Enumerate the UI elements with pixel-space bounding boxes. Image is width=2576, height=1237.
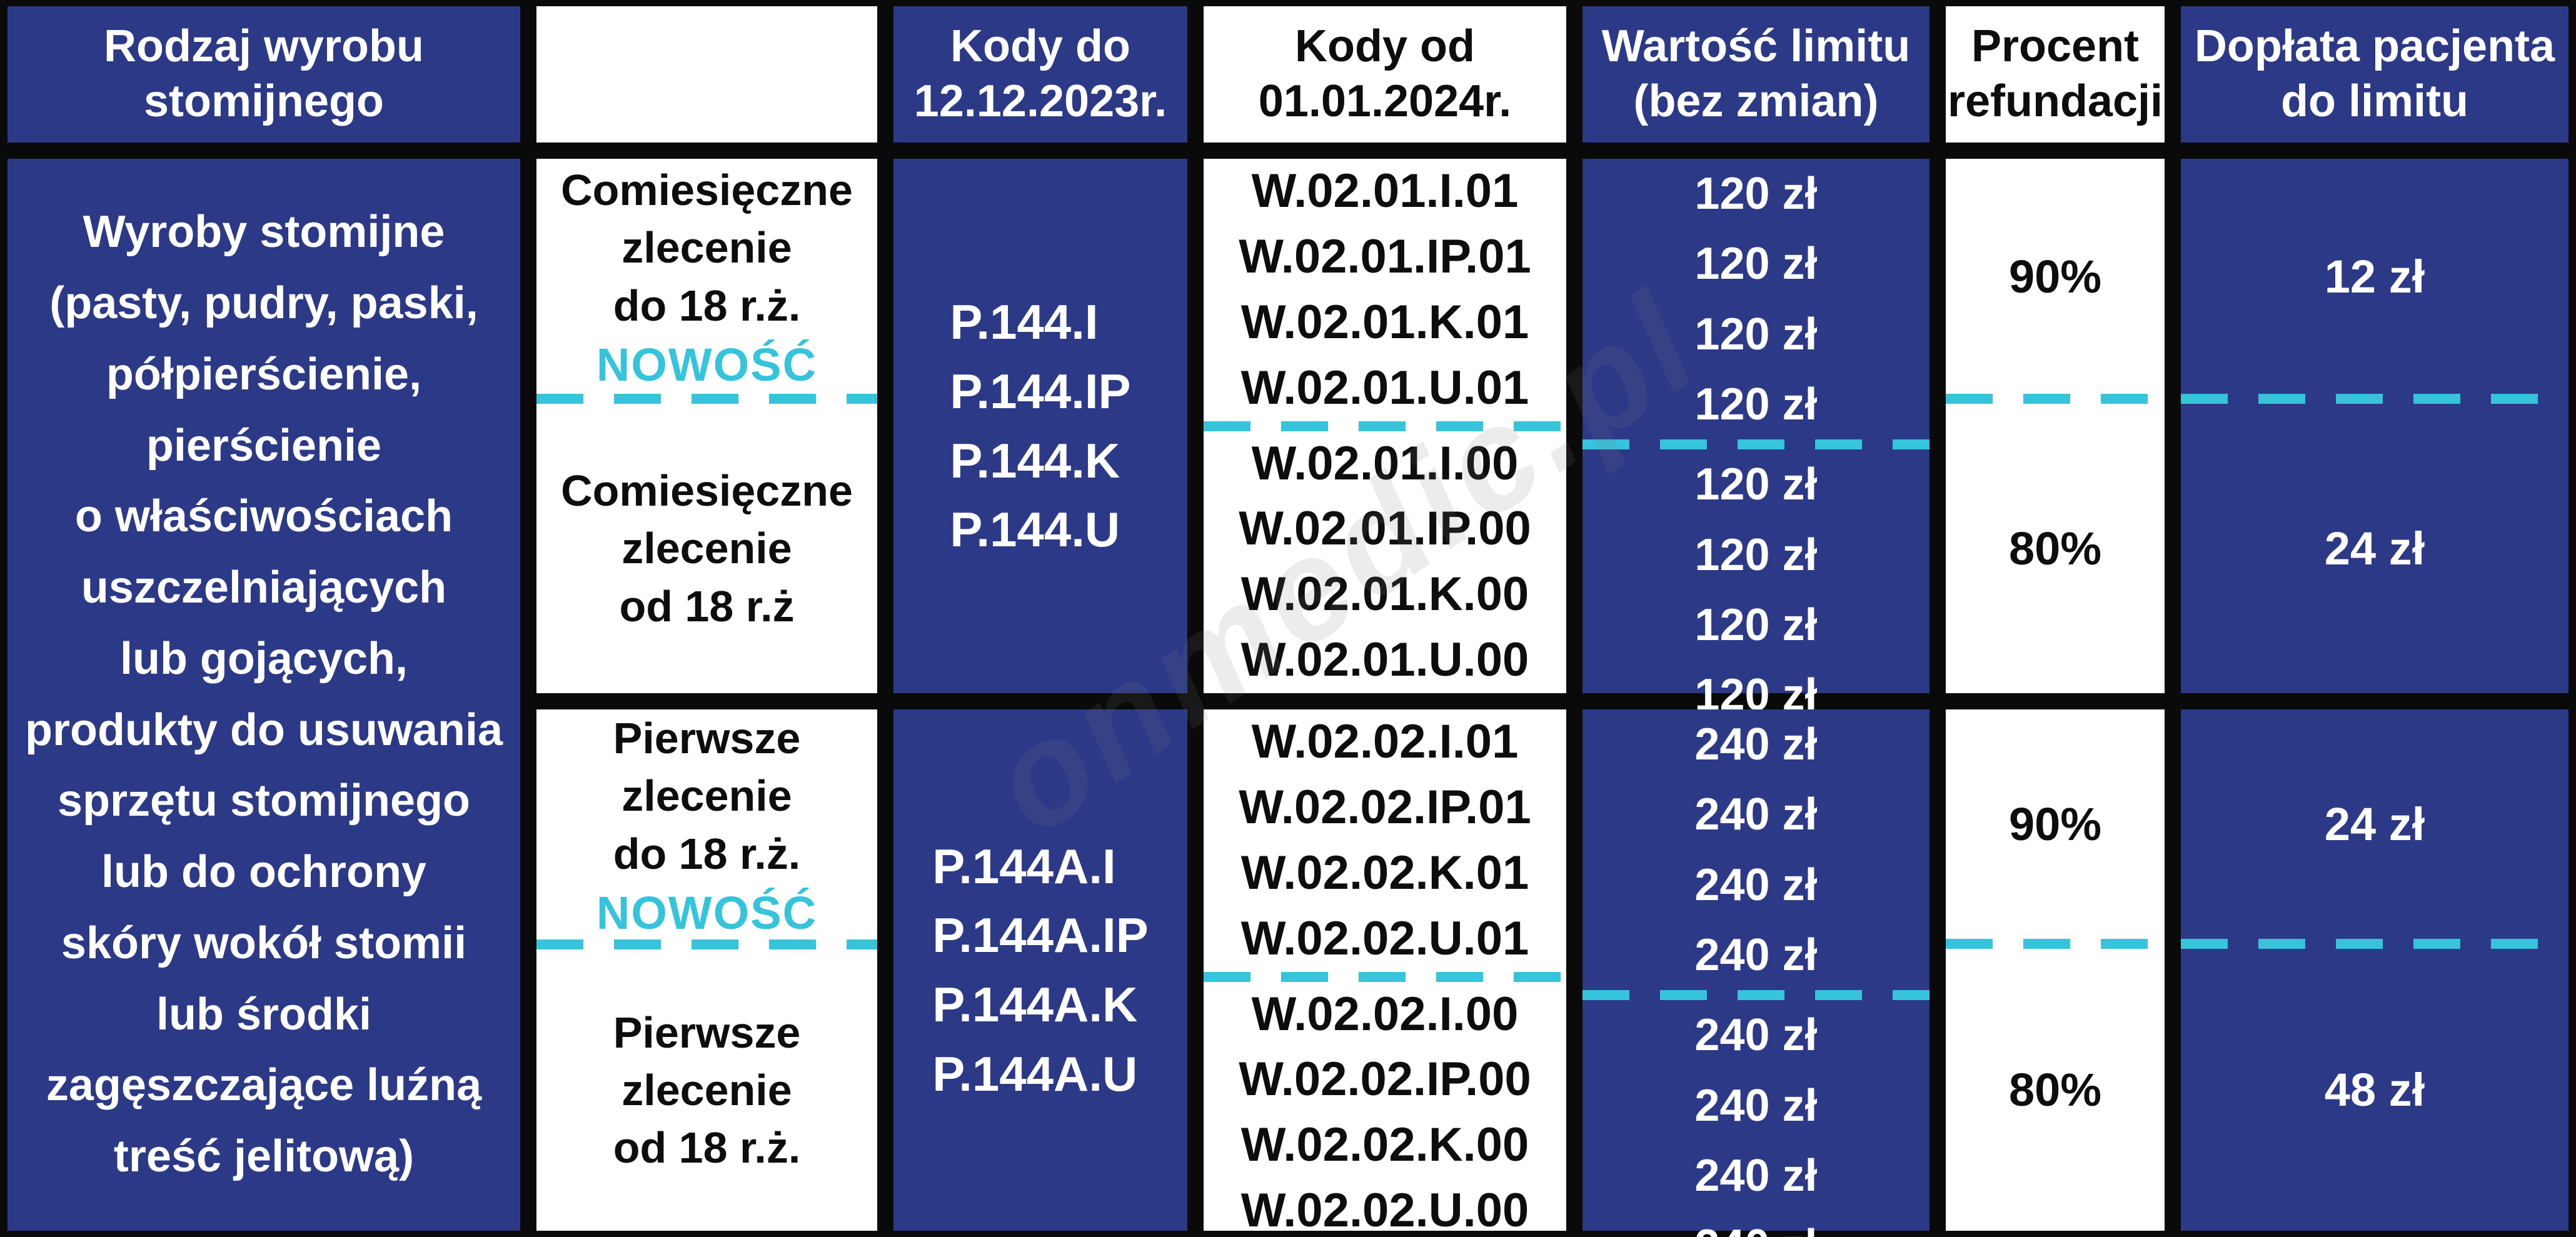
group2-limit-top: 240 zł 240 zł 240 zł 240 zł: [1694, 719, 1818, 980]
dashed-divider: [1204, 971, 1566, 982]
group2-order-top-label: Pierwsze zlecenie do 18 r.ż.: [613, 714, 801, 878]
group2-copay-cell: 24 zł 48 zł: [2181, 709, 2568, 1231]
group1-new-badge: NOWOŚĆ: [596, 339, 818, 391]
group2-order-bottom-label: Pierwsze zlecenie od 18 r.ż.: [613, 1008, 801, 1173]
group2-order-type-cell: Pierwsze zlecenie do 18 r.ż. NOWOŚĆ Pier…: [536, 709, 877, 1231]
group1-copay-top: 12 zł: [2324, 250, 2425, 303]
group1-codes-new-top: W.02.01.I.01 W.02.01.IP.01 W.02.01.K.01 …: [1239, 164, 1531, 414]
group1-limit-bottom: 120 zł 120 zł 120 zł 120 zł: [1694, 459, 1818, 721]
group1-refund-top: 90%: [2008, 250, 2102, 303]
group2-new-badge: NOWOŚĆ: [596, 887, 818, 939]
group2-codes-old-cell: P.144A.I P.144A.IP P.144A.K P.144A.U: [893, 709, 1187, 1231]
header-product-type: Rodzaj wyrobu stomijnego: [8, 6, 520, 143]
group1-codes-old: P.144.I P.144.IP P.144.K P.144.U: [950, 294, 1131, 558]
dashed-divider: [1582, 439, 1929, 450]
group1-limit-top: 120 zł 120 zł 120 zł 120 zł: [1694, 169, 1818, 429]
dashed-divider: [2181, 394, 2568, 404]
dashed-divider: [1946, 394, 2165, 404]
group1-copay-bottom: 24 zł: [2324, 523, 2425, 575]
group2-refund-bottom: 80%: [2008, 1063, 2102, 1116]
group2-refund-top: 90%: [2008, 798, 2102, 850]
group1-codes-new-bottom: W.02.01.I.00 W.02.01.IP.00 W.02.01.K.00 …: [1239, 436, 1531, 687]
header-limit-value: Wartość limitu (bez zmian): [1582, 6, 1929, 143]
header-refund-percent: Procent refundacji: [1946, 6, 2165, 143]
group2-codes-new-bottom: W.02.02.I.00 W.02.02.IP.00 W.02.02.K.00 …: [1239, 987, 1531, 1237]
header-codes-old: Kody do 12.12.2023r.: [893, 6, 1187, 143]
header-codes-new: Kody od 01.01.2024r.: [1204, 6, 1566, 143]
dashed-divider: [1946, 938, 2165, 949]
group1-codes-new-cell: W.02.01.I.01 W.02.01.IP.01 W.02.01.K.01 …: [1204, 159, 1566, 693]
header-patient-copay: Dopłata pacjenta do limitu: [2181, 6, 2568, 143]
group2-limit-bottom: 240 zł 240 zł 240 zł 240 zł: [1694, 1010, 1818, 1237]
dashed-divider: [1582, 990, 1929, 1001]
group2-codes-old: P.144A.I P.144A.IP P.144A.K P.144A.U: [932, 838, 1149, 1101]
group1-order-type-cell: Comiesięczne zlecenie do 18 r.ż. NOWOŚĆ …: [536, 159, 877, 693]
group1-codes-old-cell: P.144.I P.144.IP P.144.K P.144.U: [893, 159, 1187, 693]
group2-codes-new-cell: W.02.02.I.01 W.02.02.IP.01 W.02.02.K.01 …: [1204, 709, 1566, 1237]
group2-copay-top: 24 zł: [2324, 798, 2425, 850]
product-description: Wyroby stomijne (pasty, pudry, paski, pó…: [8, 159, 520, 1231]
group1-order-top: Comiesięczne zlecenie do 18 r.ż. NOWOŚĆ: [536, 159, 877, 394]
group2-refund-cell: 90% 80%: [1946, 709, 2165, 1231]
dashed-divider: [536, 394, 877, 404]
group2-codes-new-top: W.02.02.I.01 W.02.02.IP.01 W.02.02.K.01 …: [1239, 715, 1531, 965]
group2-limit-cell: 240 zł 240 zł 240 zł 240 zł 240 zł 240 z…: [1582, 709, 1929, 1237]
group1-refund-bottom: 80%: [2008, 523, 2102, 575]
group2-order-top: Pierwsze zlecenie do 18 r.ż. NOWOŚĆ: [536, 709, 877, 939]
dashed-divider: [2181, 938, 2568, 949]
group1-refund-cell: 90% 80%: [1946, 159, 2165, 693]
group1-limit-cell: 120 zł 120 zł 120 zł 120 zł 120 zł 120 z…: [1582, 159, 1929, 720]
group2-copay-bottom: 48 zł: [2324, 1063, 2425, 1116]
dashed-divider: [1204, 421, 1566, 431]
dashed-divider: [536, 939, 877, 950]
group1-copay-cell: 12 zł 24 zł: [2181, 159, 2568, 693]
group1-order-top-label: Comiesięczne zlecenie do 18 r.ż.: [561, 166, 853, 330]
header-empty: [536, 6, 877, 143]
group1-order-bottom-label: Comiesięczne zlecenie od 18 r.ż: [561, 466, 853, 631]
